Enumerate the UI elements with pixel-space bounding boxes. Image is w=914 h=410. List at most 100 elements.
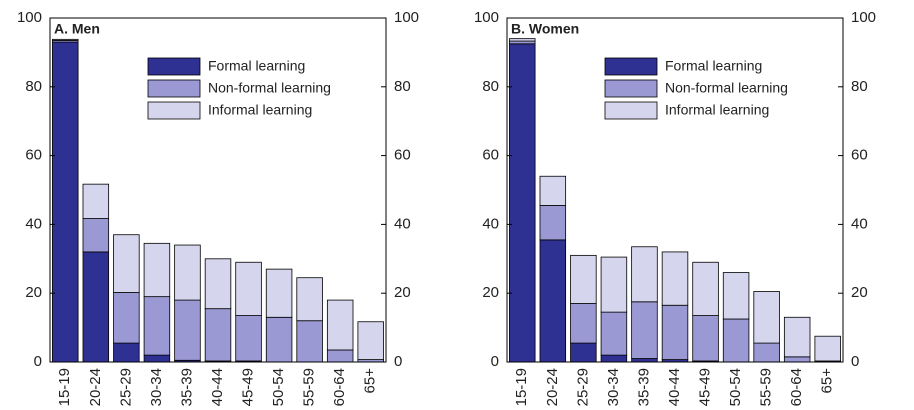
y2-tick-label: 0 bbox=[851, 353, 859, 370]
legend-swatch bbox=[604, 79, 658, 98]
x-tick-label: 40-44 bbox=[666, 368, 683, 406]
bar-segment bbox=[82, 251, 110, 363]
y-tick-label: 60 bbox=[482, 147, 499, 164]
panel-title: A. Men bbox=[54, 21, 100, 37]
legend-label: Informal learning bbox=[208, 102, 312, 118]
y2-tick-label: 80 bbox=[851, 78, 868, 95]
x-tick-label: 15-19 bbox=[513, 368, 530, 406]
x-tick-label: 65+ bbox=[819, 368, 836, 394]
bar-segment bbox=[631, 301, 658, 359]
bar-segment bbox=[82, 218, 110, 253]
x-tick-label: 60-64 bbox=[788, 368, 805, 406]
bar-segment bbox=[753, 342, 780, 363]
y-tick-label: 100 bbox=[17, 9, 42, 26]
x-tick-label: 30-34 bbox=[148, 368, 165, 406]
bar-segment bbox=[52, 38, 79, 41]
y-tick-label: 40 bbox=[25, 215, 42, 232]
x-tick-label: 20-24 bbox=[87, 368, 104, 406]
legend-label: Non-formal learning bbox=[208, 80, 331, 96]
bar-segment bbox=[722, 318, 750, 363]
plot-frame bbox=[506, 17, 844, 363]
bar-segment bbox=[82, 183, 110, 219]
x-tick-label: 50-54 bbox=[727, 368, 744, 406]
bar-segment bbox=[174, 244, 201, 301]
y2-tick-label: 20 bbox=[851, 284, 868, 301]
bar-segment bbox=[265, 268, 293, 318]
bar-segment bbox=[357, 321, 384, 360]
x-tick-label: 30-34 bbox=[605, 368, 622, 406]
panel-title: B. Women bbox=[511, 21, 579, 37]
bar-segment bbox=[326, 299, 354, 351]
y2-tick-label: 100 bbox=[851, 9, 876, 26]
x-tick-label: 40-44 bbox=[209, 368, 226, 406]
bar-segment bbox=[539, 239, 567, 363]
y-tick-label: 60 bbox=[25, 147, 42, 164]
bar-segment bbox=[52, 41, 79, 363]
bar-segment bbox=[143, 354, 171, 363]
bar-segment bbox=[113, 292, 140, 344]
y-tick-label: 20 bbox=[25, 284, 42, 301]
bar-segment bbox=[600, 354, 628, 363]
y2-tick-label: 60 bbox=[394, 147, 411, 164]
bar-segment bbox=[509, 38, 536, 42]
y2-tick-label: 20 bbox=[394, 284, 411, 301]
bar-segment bbox=[783, 316, 811, 358]
bar-segment bbox=[204, 258, 232, 310]
x-tick-label: 25-29 bbox=[117, 368, 134, 406]
bar-segment bbox=[265, 316, 293, 363]
bar-segment bbox=[570, 254, 597, 304]
y2-tick-label: 100 bbox=[394, 9, 419, 26]
x-tick-label: 15-19 bbox=[56, 368, 73, 406]
legend-swatch bbox=[147, 57, 201, 76]
x-tick-label: 45-49 bbox=[697, 368, 714, 406]
y-tick-label: 80 bbox=[25, 78, 42, 95]
bar-segment bbox=[143, 296, 171, 356]
bar-segment bbox=[722, 272, 750, 320]
legend-swatch bbox=[604, 57, 658, 76]
x-tick-label: 45-49 bbox=[240, 368, 257, 406]
y2-tick-label: 0 bbox=[394, 353, 402, 370]
bar-segment bbox=[753, 291, 780, 344]
plot-frame bbox=[49, 17, 387, 363]
bar-segment bbox=[692, 315, 719, 362]
bar-segment bbox=[692, 261, 719, 316]
bar-segment bbox=[113, 234, 140, 293]
y-tick-label: 0 bbox=[34, 353, 42, 370]
bar-segment bbox=[539, 175, 567, 206]
legend-swatch bbox=[147, 79, 201, 98]
y2-tick-label: 80 bbox=[394, 78, 411, 95]
y-tick-label: 20 bbox=[482, 284, 499, 301]
bar-segment bbox=[296, 277, 323, 322]
legend-swatch bbox=[147, 101, 201, 120]
bar-segment bbox=[509, 40, 536, 45]
bar-segment bbox=[296, 320, 323, 363]
x-tick-label: 55-59 bbox=[301, 368, 318, 406]
x-tick-label: 65+ bbox=[362, 368, 379, 394]
bar-segment bbox=[143, 242, 171, 298]
bar-segment bbox=[661, 251, 689, 306]
x-tick-label: 20-24 bbox=[544, 368, 561, 406]
bar-segment bbox=[600, 256, 628, 313]
legend-label: Non-formal learning bbox=[665, 80, 788, 96]
y-tick-label: 100 bbox=[474, 9, 499, 26]
legend-label: Formal learning bbox=[665, 58, 762, 74]
bar-segment bbox=[814, 335, 841, 362]
y-tick-label: 0 bbox=[491, 353, 499, 370]
bar-segment bbox=[631, 246, 658, 303]
bar-segment bbox=[661, 304, 689, 360]
bar-segment bbox=[174, 299, 201, 361]
legend-label: Formal learning bbox=[208, 58, 305, 74]
bar-segment bbox=[235, 315, 262, 362]
legend-swatch bbox=[604, 101, 658, 120]
y2-tick-label: 40 bbox=[394, 215, 411, 232]
x-tick-label: 55-59 bbox=[758, 368, 775, 406]
bar-segment bbox=[539, 205, 567, 241]
bar-segment bbox=[570, 342, 597, 363]
bar-segment bbox=[509, 43, 536, 363]
bar-segment bbox=[570, 303, 597, 344]
bar-segment bbox=[631, 358, 658, 363]
y2-tick-label: 60 bbox=[851, 147, 868, 164]
bar-segment bbox=[326, 349, 354, 363]
bar-segment bbox=[600, 311, 628, 356]
y2-tick-label: 40 bbox=[851, 215, 868, 232]
